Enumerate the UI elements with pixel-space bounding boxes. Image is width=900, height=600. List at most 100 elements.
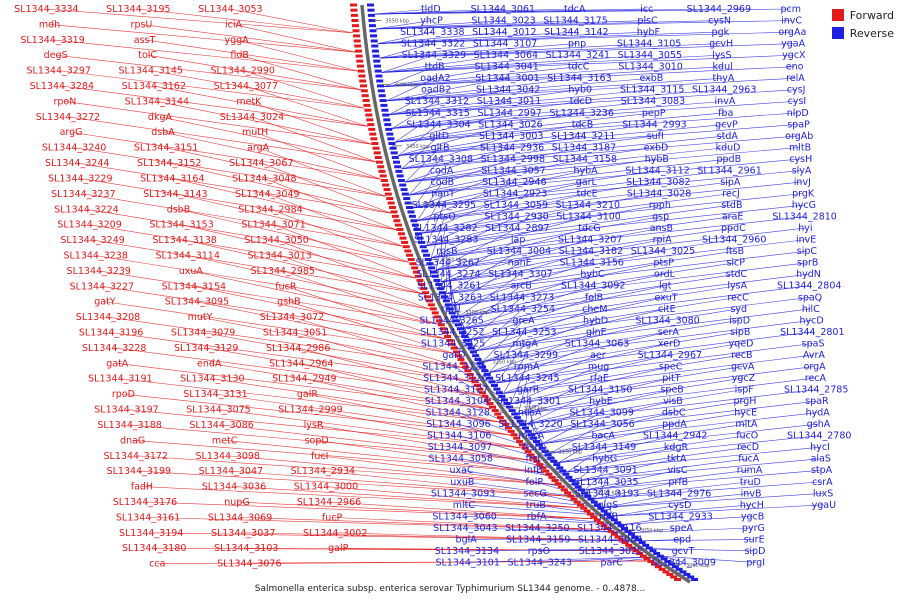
reverse-gene-label[interactable]: eno [786, 62, 804, 73]
reverse-gene-label[interactable]: SL1344_3060 [432, 511, 496, 522]
reverse-gene-label[interactable]: SL1344_3035 [574, 477, 638, 488]
forward-gene-label[interactable]: SL1344_3002 [303, 528, 367, 539]
forward-gene-label[interactable]: SL1344_3180 [122, 543, 186, 554]
reverse-gene-label[interactable]: lysS [712, 50, 731, 61]
reverse-gene-label[interactable]: hydN [796, 269, 821, 280]
forward-gene-label[interactable]: yggA [224, 35, 249, 46]
reverse-gene-label[interactable]: prgH [733, 396, 756, 407]
reverse-gene-label[interactable]: SL1344_3126 [423, 373, 487, 384]
reverse-gene-label[interactable]: ispF [735, 385, 754, 396]
reverse-gene-label[interactable]: infB [524, 465, 543, 476]
forward-gene-label[interactable]: argA [247, 143, 270, 154]
reverse-gene-label[interactable]: SL1344_3312 [405, 96, 469, 107]
forward-gene-label[interactable]: SL1344_3208 [76, 312, 140, 323]
reverse-gene-label[interactable]: orgA [804, 361, 827, 372]
forward-gene-label[interactable]: SL1344_3095 [165, 297, 229, 308]
reverse-gene-label[interactable]: truB [526, 500, 546, 511]
reverse-gene-label[interactable]: pyrG [742, 523, 765, 534]
reverse-gene-label[interactable]: SL1344_3022 [579, 546, 643, 557]
reverse-gene-label[interactable]: SL1344_3056 [570, 419, 634, 430]
reverse-gene-label[interactable]: SL1344_3245 [495, 373, 559, 384]
reverse-gene-label[interactable]: serA [658, 327, 680, 338]
reverse-gene-label[interactable]: hybG [592, 454, 617, 465]
forward-gene-label[interactable]: SL1344_3194 [119, 528, 183, 539]
reverse-gene-label[interactable]: SL1344_2993 [622, 119, 686, 130]
forward-gene-label[interactable]: endA [197, 358, 222, 369]
reverse-gene-label[interactable]: SL1344_3236 [549, 108, 613, 119]
reverse-gene-label[interactable]: sicP [726, 258, 745, 269]
reverse-gene-label[interactable]: SL1344_3211 [551, 131, 615, 142]
reverse-gene-label[interactable]: hybD [583, 315, 608, 326]
reverse-gene-label[interactable]: alaS [811, 454, 831, 465]
reverse-gene-label[interactable]: SL1344_3265 [419, 315, 483, 326]
forward-gene-label[interactable]: fldB [230, 50, 249, 61]
reverse-gene-label[interactable]: gcvH [709, 39, 733, 50]
reverse-gene-label[interactable]: ygcZ [732, 373, 756, 384]
reverse-gene-label[interactable]: pgk [712, 27, 730, 38]
forward-gene-label[interactable]: SL1344_3197 [94, 405, 158, 416]
reverse-gene-label[interactable]: invE [796, 235, 816, 246]
reverse-gene-label[interactable]: arcB [511, 281, 532, 292]
reverse-gene-label[interactable]: SL1344_3322 [401, 39, 465, 50]
reverse-gene-label[interactable]: SL1344_3307 [488, 269, 552, 280]
reverse-gene-label[interactable]: orgAa [778, 27, 806, 38]
reverse-gene-label[interactable]: SL1344_2960 [702, 235, 766, 246]
forward-gene-label[interactable]: SL1344_3164 [140, 173, 204, 184]
forward-gene-label[interactable]: SL1344_3152 [137, 158, 201, 169]
reverse-gene-label[interactable]: SL1344_3210 [556, 200, 620, 211]
reverse-gene-label[interactable]: tldD [421, 4, 441, 15]
reverse-gene-label[interactable]: SL1344_2801 [780, 327, 844, 338]
reverse-gene-label[interactable]: relA [786, 73, 805, 84]
reverse-gene-label[interactable]: SL1344_3101 [435, 557, 499, 568]
reverse-gene-label[interactable]: yqeD [729, 338, 754, 349]
reverse-gene-label[interactable]: ordL [654, 269, 676, 280]
reverse-gene-label[interactable]: exbB [639, 73, 663, 84]
reverse-gene-label[interactable]: SL1344_3093 [431, 488, 495, 499]
reverse-gene-label[interactable]: SL1344_3023 [471, 16, 535, 27]
reverse-gene-label[interactable]: fucA [738, 454, 760, 465]
reverse-gene-label[interactable]: mltC [453, 500, 476, 511]
forward-gene-label[interactable]: SL1344_3013 [247, 250, 311, 261]
reverse-gene-label[interactable]: AvrA [803, 350, 825, 361]
forward-gene-label[interactable]: SL1344_3072 [260, 312, 324, 323]
reverse-gene-label[interactable]: SL1344_2810 [772, 212, 836, 223]
reverse-gene-label[interactable]: rpsB [436, 246, 457, 257]
reverse-gene-label[interactable]: rbfA [527, 511, 547, 522]
reverse-gene-label[interactable]: pnp [568, 39, 586, 50]
reverse-gene-label[interactable]: lgt [659, 281, 672, 292]
forward-gene-label[interactable]: fucP [322, 512, 343, 523]
reverse-gene-label[interactable]: rplU [441, 304, 461, 315]
reverse-gene-label[interactable]: mltB [789, 142, 811, 153]
reverse-gene-label[interactable]: hyi [798, 223, 812, 234]
reverse-gene-label[interactable]: SL1344_3225 [421, 338, 485, 349]
reverse-gene-label[interactable]: hycI [810, 442, 830, 453]
forward-gene-label[interactable]: SL1344_3229 [48, 173, 112, 184]
reverse-gene-label[interactable]: SL1344_3082 [626, 177, 690, 188]
reverse-gene-label[interactable]: SL1344_3150 [568, 385, 632, 396]
forward-gene-label[interactable]: SL1344_3051 [263, 328, 327, 339]
reverse-gene-label[interactable]: bglA [456, 534, 478, 545]
reverse-gene-label[interactable]: parC [600, 557, 623, 568]
reverse-gene-label[interactable]: SL1344_3009 [651, 557, 715, 568]
forward-gene-label[interactable]: gshB [277, 297, 301, 308]
forward-gene-label[interactable]: fucR [275, 281, 297, 292]
reverse-gene-label[interactable]: ftsJ [525, 454, 540, 465]
reverse-gene-label[interactable]: SL1344_3057 [481, 165, 545, 176]
reverse-gene-label[interactable]: hybE [589, 396, 613, 407]
reverse-gene-label[interactable]: SL1344_3134 [435, 546, 499, 557]
reverse-gene-label[interactable]: visB [663, 396, 683, 407]
reverse-gene-label[interactable]: hycD [799, 315, 823, 326]
reverse-gene-label[interactable]: rpiA [653, 235, 673, 246]
reverse-gene-label[interactable]: SL1344_3025 [631, 246, 695, 257]
reverse-gene-label[interactable]: rpph [649, 200, 671, 211]
reverse-gene-label[interactable]: SL1344_3080 [635, 315, 699, 326]
reverse-gene-label[interactable]: SL1344_2946 [482, 177, 546, 188]
forward-gene-label[interactable]: SL1344_3048 [232, 173, 296, 184]
reverse-gene-label[interactable]: slyA [792, 165, 812, 176]
forward-gene-label[interactable]: mutH [242, 127, 268, 138]
reverse-gene-label[interactable]: lysA [727, 281, 747, 292]
reverse-gene-label[interactable]: SL1344_3250 [505, 523, 569, 534]
reverse-gene-label[interactable]: ispD [729, 315, 750, 326]
reverse-gene-label[interactable]: SL1344_3241 [546, 50, 610, 61]
forward-gene-label[interactable]: SL1344_3209 [57, 220, 121, 231]
